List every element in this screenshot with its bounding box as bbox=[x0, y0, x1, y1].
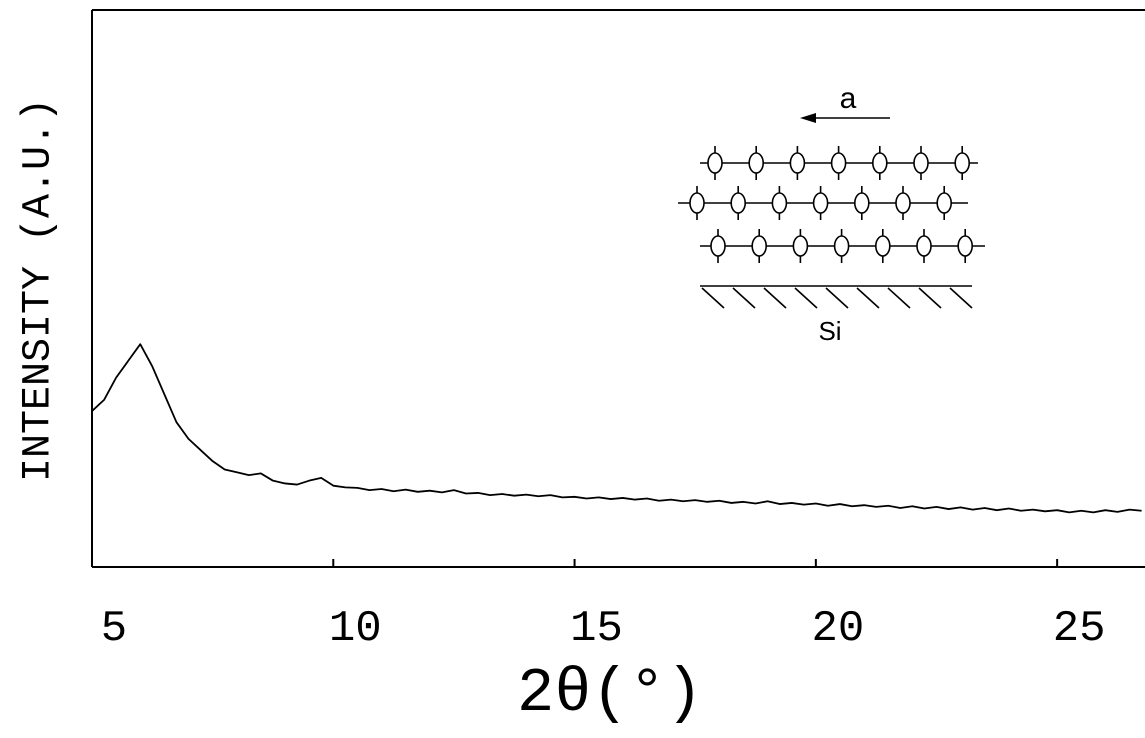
molecule bbox=[812, 192, 829, 214]
arrow-head bbox=[800, 113, 816, 123]
molecule bbox=[710, 235, 726, 257]
molecule bbox=[789, 152, 806, 174]
hatch bbox=[825, 287, 849, 309]
hatch bbox=[887, 287, 911, 309]
x-tick-label: 15 bbox=[570, 604, 623, 654]
annotation: Si bbox=[818, 316, 841, 346]
x-tick-label: 10 bbox=[329, 604, 382, 654]
molecule bbox=[913, 152, 929, 174]
molecule bbox=[751, 235, 768, 257]
molecule bbox=[871, 152, 888, 174]
x-tick-label: 25 bbox=[1053, 604, 1106, 654]
annotation: a bbox=[840, 82, 857, 115]
hatch bbox=[949, 287, 973, 309]
molecule bbox=[730, 192, 747, 214]
molecule bbox=[874, 235, 891, 257]
molecule bbox=[792, 235, 809, 257]
y-axis-label: INTENSITY (A.U.) bbox=[17, 98, 62, 482]
molecule bbox=[954, 152, 971, 174]
molecule bbox=[689, 192, 705, 214]
molecule bbox=[707, 152, 723, 174]
data-line bbox=[91, 343, 1142, 514]
hatch bbox=[701, 287, 725, 309]
hatch bbox=[918, 287, 942, 309]
x-tick-label: 5 bbox=[101, 604, 127, 654]
molecule bbox=[830, 152, 847, 174]
molecule bbox=[936, 192, 953, 214]
x-tick-label: 20 bbox=[811, 604, 864, 654]
molecule bbox=[853, 192, 870, 214]
molecule bbox=[957, 235, 974, 257]
molecule bbox=[748, 152, 765, 174]
x-axis-label: 2θ(°) bbox=[517, 658, 703, 729]
molecule bbox=[895, 192, 911, 214]
inset-diagram: a Si bbox=[678, 82, 985, 346]
hatch bbox=[732, 287, 756, 309]
hatch bbox=[794, 287, 818, 309]
molecule bbox=[833, 235, 850, 257]
molecule bbox=[916, 235, 932, 257]
molecule bbox=[771, 192, 788, 214]
hatch bbox=[763, 287, 787, 309]
hatch bbox=[856, 287, 880, 309]
